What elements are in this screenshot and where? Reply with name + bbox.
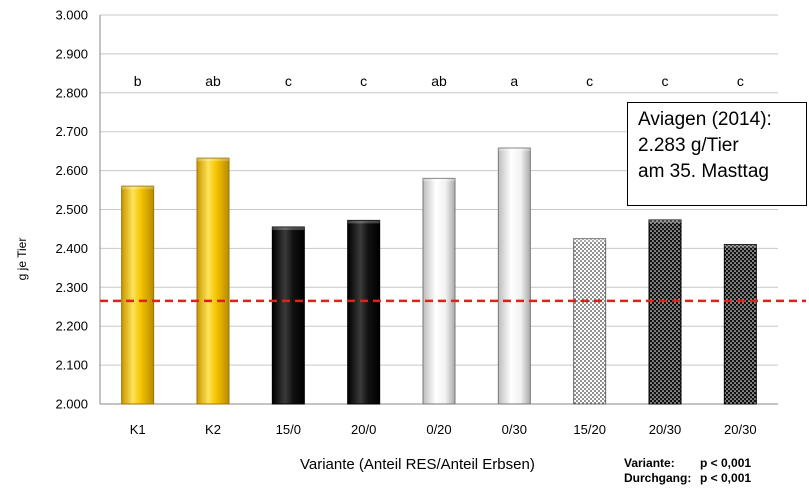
bar-cap (724, 244, 757, 248)
x-tick-label: 20/30 (724, 422, 757, 437)
y-axis-label: g je Tier (15, 237, 29, 281)
significance-letters: b ab c c ab a c c c (134, 73, 744, 89)
statistics-box: Variante: p < 0,001 Durchgang: p < 0,001 (624, 456, 751, 486)
y-tick-label: 2.900 (55, 46, 88, 61)
y-tick-label: 2.300 (55, 280, 88, 295)
bar-cap (649, 220, 681, 224)
annotation-line-2: 2.283 g/Tier (638, 135, 739, 156)
significance-letter: c (662, 73, 669, 89)
y-tick-label: 2.600 (55, 163, 88, 178)
y-tick-label: 2.400 (55, 241, 88, 256)
x-tick-label: K2 (205, 422, 221, 437)
y-tick-label: 2.500 (55, 202, 88, 217)
stats-row-durchgang: Durchgang: p < 0,001 (624, 471, 751, 486)
bar (271, 226, 305, 405)
bar (196, 157, 230, 405)
bar (723, 244, 757, 405)
x-tick-label: 0/20 (426, 422, 451, 437)
x-tick-label: 15/0 (276, 422, 301, 437)
annotation-line-1: Aviagen (2014): (638, 109, 772, 130)
bar (121, 185, 155, 405)
significance-letter: c (360, 73, 367, 89)
significance-letter: c (737, 73, 744, 89)
y-tick-label: 2.700 (55, 124, 88, 139)
y-tick-label: 2.100 (55, 358, 88, 373)
y-axis: 2.000 2.100 2.200 2.300 2.400 2.500 2.600 2.700… (55, 8, 88, 412)
x-tick-label: 20/0 (351, 422, 376, 437)
y-tick-label: 2.200 (55, 319, 88, 334)
x-axis-label: Variante (Anteil RES/Anteil Erbsen) (300, 456, 535, 473)
x-tick-label: 0/30 (502, 422, 527, 437)
significance-letter: ab (431, 73, 447, 89)
significance-letter: ab (205, 73, 221, 89)
x-tick-label: 15/20 (573, 422, 606, 437)
bar-cap (498, 148, 531, 152)
y-tick-label: 2.000 (55, 397, 88, 412)
bar-cap (347, 220, 380, 224)
stats-value: p < 0,001 (700, 456, 752, 470)
significance-letter: b (134, 73, 142, 89)
x-tick-label: K1 (130, 422, 146, 437)
y-tick-label: 3.000 (55, 8, 88, 23)
bar (347, 219, 381, 405)
y-tick-label: 2.800 (55, 85, 88, 100)
annotation-line-3: am 35. Masttag (638, 161, 769, 182)
bar-cap (272, 227, 305, 231)
stats-value: p < 0,001 (700, 471, 752, 485)
annotation-box: Aviagen (2014): 2.283 g/Tier am 35. Mast… (627, 102, 807, 206)
bars (121, 147, 757, 405)
bar (648, 219, 682, 405)
x-tick-label: 20/30 (649, 422, 682, 437)
significance-letter: a (510, 73, 518, 89)
significance-letter: c (586, 73, 593, 89)
bar-cap (197, 158, 229, 162)
bar (422, 177, 456, 405)
bar (497, 147, 531, 405)
bar-cap (121, 186, 154, 190)
bar (573, 238, 607, 405)
bar-cap (573, 238, 606, 242)
stats-label: Durchgang: (624, 471, 692, 485)
stats-row-variante: Variante: p < 0,001 (624, 456, 751, 471)
bar-cap (423, 178, 455, 182)
stats-label: Variante: (624, 456, 675, 470)
significance-letter: c (285, 73, 292, 89)
x-axis: K1 K2 15/0 20/0 0/20 0/30 15/20 20/30 20/30 (130, 422, 757, 437)
